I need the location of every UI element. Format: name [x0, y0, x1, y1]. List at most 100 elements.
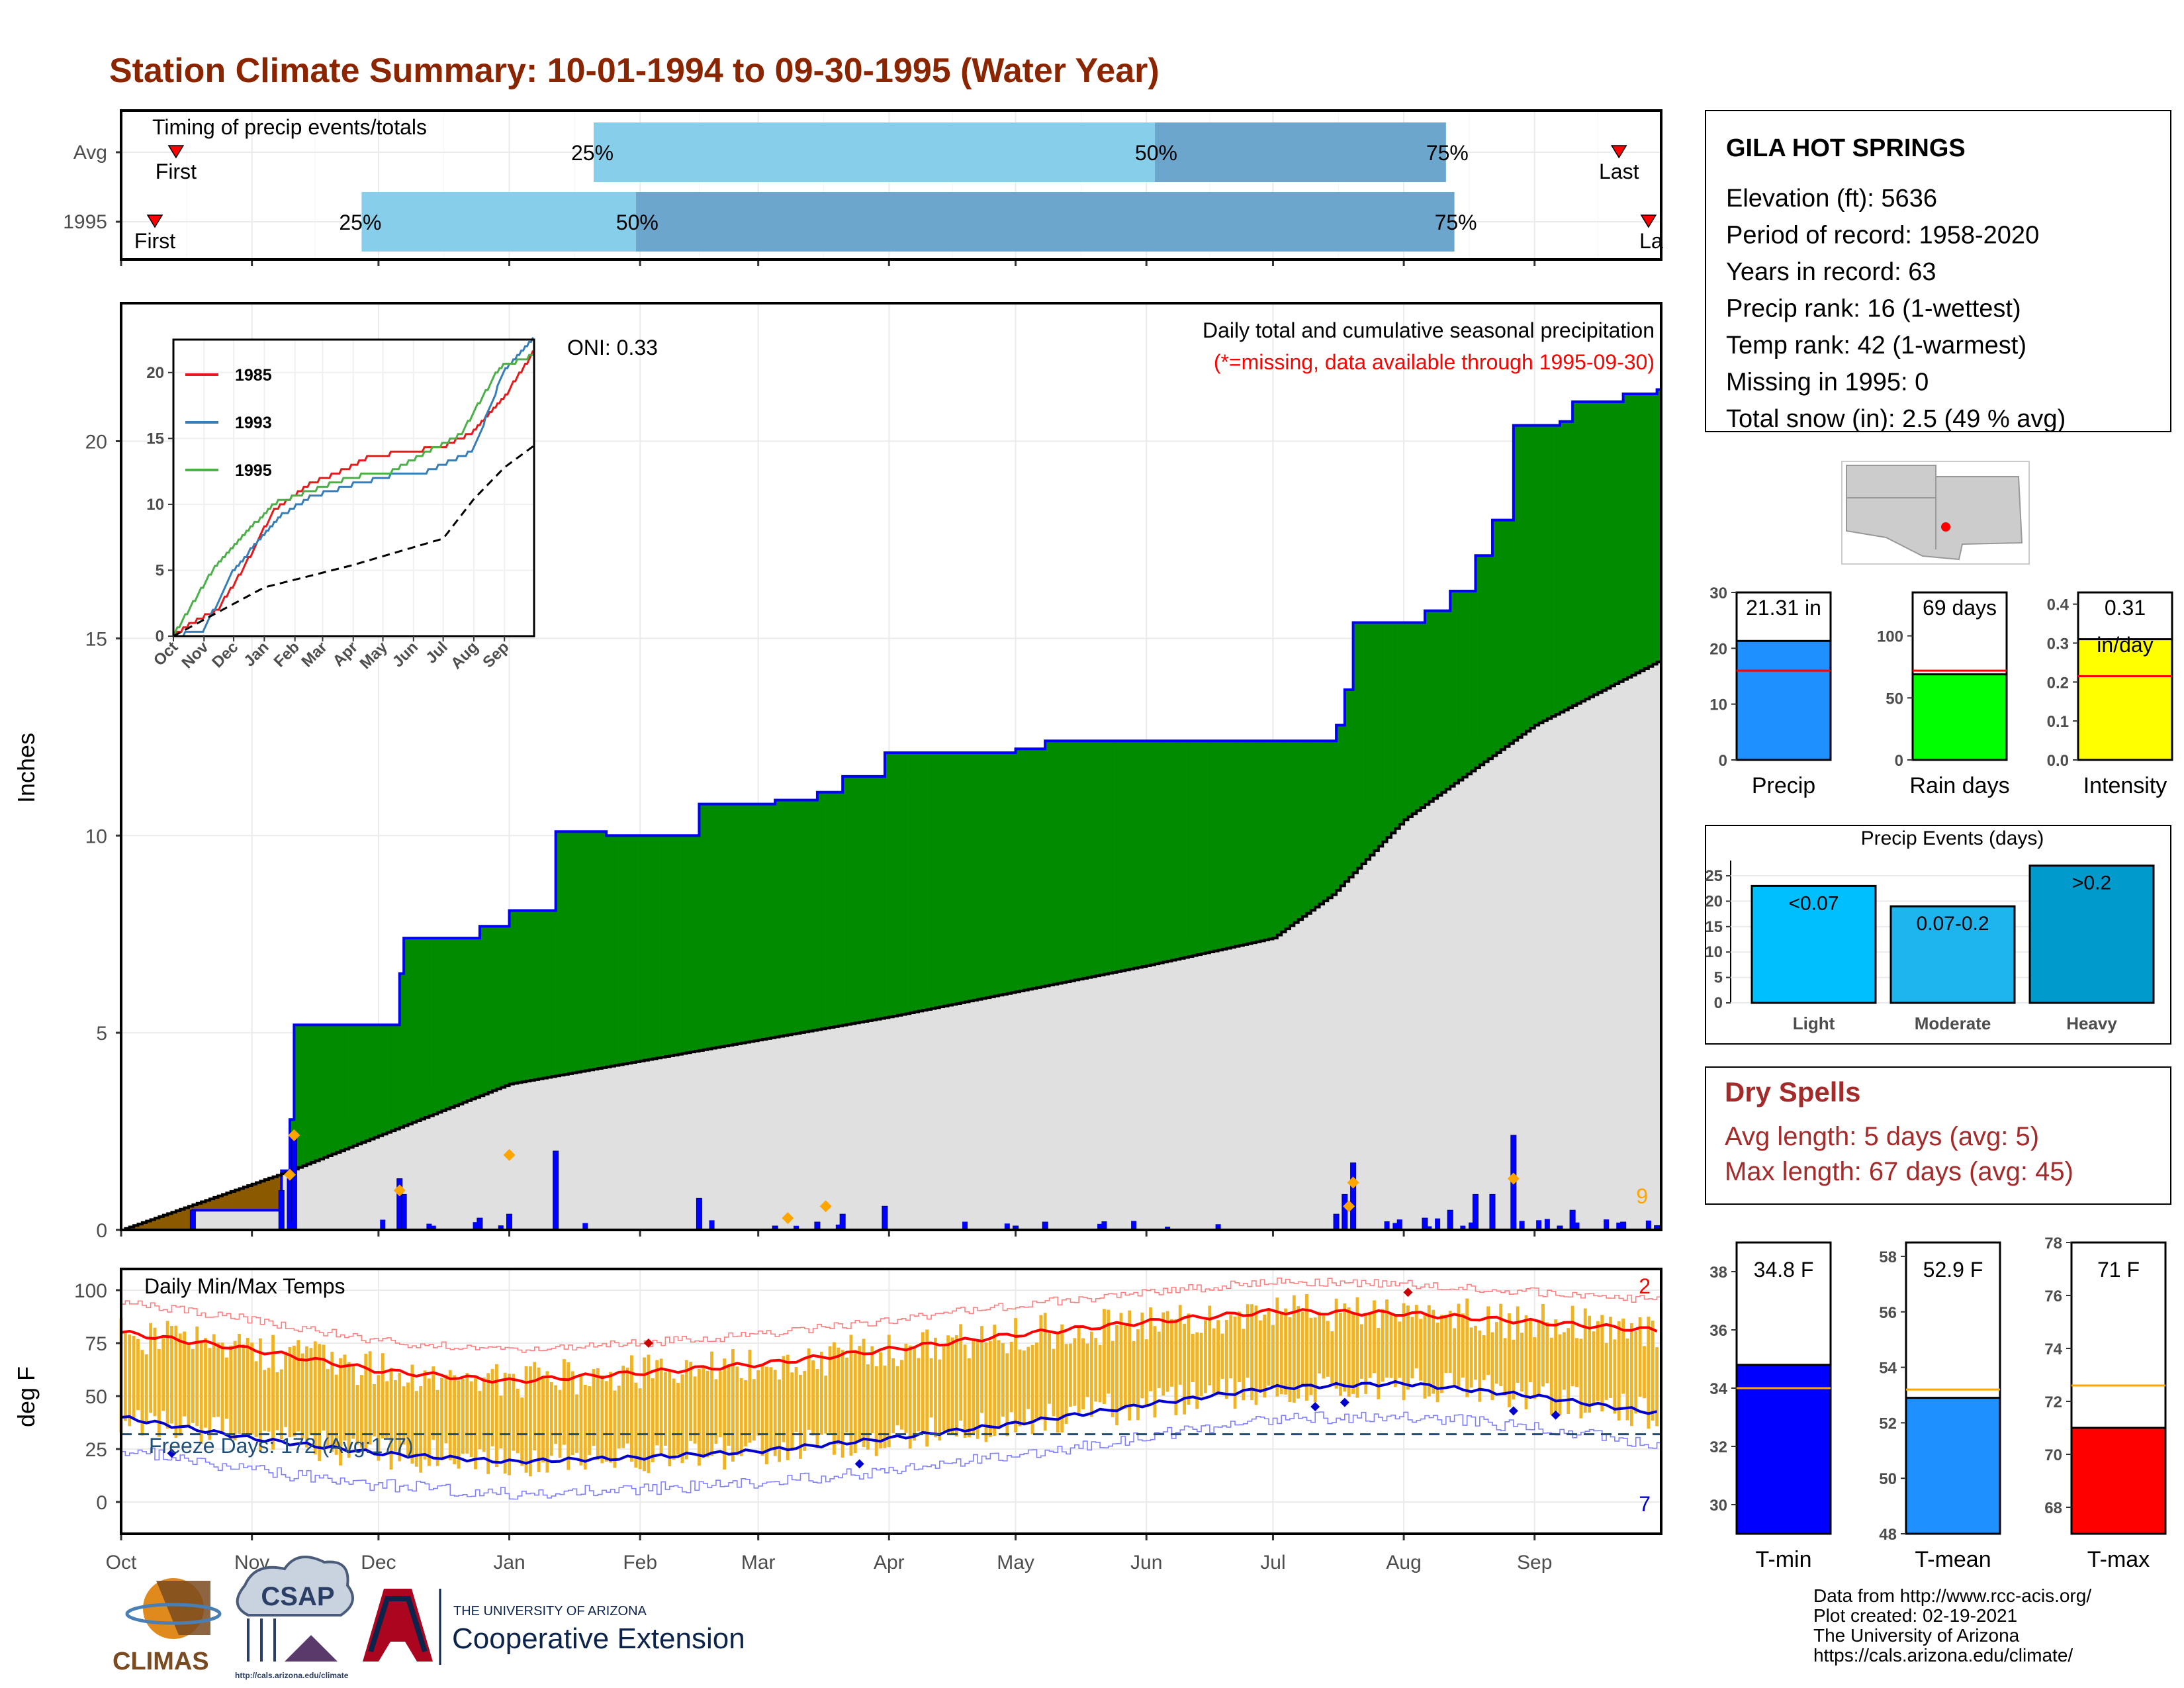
daily-precip-small-bar [1215, 1224, 1221, 1230]
heavy-event-marker [288, 1129, 300, 1142]
daily-temp-bar [1326, 1321, 1330, 1377]
daily-precip-bar [1447, 1209, 1453, 1231]
daily-temp-bar [457, 1380, 461, 1469]
month-label-Jul: Jul [1260, 1552, 1285, 1573]
station-detail-2: Years in record: 63 [1726, 258, 1936, 286]
daily-temp-bar [862, 1338, 866, 1448]
daily-temp-bar [680, 1374, 684, 1464]
daily-temp-bar [1161, 1312, 1165, 1396]
daily-temp-bar [1267, 1309, 1271, 1386]
page-title: Station Climate Summary: 10-01-1994 to 0… [109, 52, 1160, 90]
daily-temp-bar [1629, 1323, 1633, 1427]
daily-temp-bar [866, 1364, 870, 1450]
daily-temp-bar [849, 1335, 853, 1456]
temp-panel-frame [120, 1268, 1662, 1535]
record-high-marker [1403, 1288, 1413, 1297]
daily-temp-bar [604, 1381, 608, 1462]
station-details: Elevation (ft): 5636 Period of record: 19… [1726, 185, 2066, 433]
missing-note: (*=missing, data available through 1995-… [1214, 350, 1655, 374]
daily-precip-bar [1350, 1162, 1357, 1231]
temperature-bar-charts: 30 32 34 36 38 34.8 F T-min 48 50 52 54 56 58 52.9 F T… [1709, 1235, 2167, 1572]
daily-temp-bar [165, 1321, 169, 1429]
station-detail-0: Elevation (ft): 5636 [1726, 185, 1937, 212]
daily-temp-bar [435, 1389, 439, 1466]
daily-temp-bar [389, 1368, 393, 1470]
mini-chart-tick-label: 0 [1895, 752, 1903, 770]
climas-logo[interactable]: CLIMAS [113, 1578, 222, 1675]
mini-chart-bar [2077, 638, 2173, 761]
temp-chart-tick-label: 50 [1879, 1470, 1897, 1488]
daily-temp-bar [1638, 1317, 1642, 1397]
daily-temp-bar [1655, 1347, 1659, 1427]
daily-temp-bar [858, 1346, 862, 1440]
ua-logo[interactable]: THE UNIVERSITY OF ARIZONA Cooperative Ex… [363, 1589, 745, 1665]
temp-chart-tick-label: 48 [1879, 1526, 1897, 1544]
daily-temp-bar [292, 1345, 296, 1437]
daily-temp-bar [1246, 1304, 1250, 1378]
station-detail-4: Temp rank: 42 (1-warmest) [1726, 332, 2026, 359]
mini-chart-category-label: Precip [1752, 773, 1815, 798]
temp-chart-tick-label: 34 [1709, 1380, 1727, 1398]
daily-temp-bar [946, 1335, 950, 1433]
temp-chart-category-label: T-mean [1915, 1547, 1991, 1572]
daily-temp-bar [895, 1366, 899, 1426]
daily-temp-bar [1545, 1322, 1549, 1383]
temp-chart-tick-label: 52 [1879, 1415, 1897, 1432]
daily-temp-bar [334, 1374, 338, 1455]
daily-temp-bar [782, 1356, 786, 1442]
dry-title: Dry Spells [1725, 1076, 1860, 1107]
footer-credits: Data from http://www.rcc-acis.org/ Plot … [1813, 1585, 2091, 1665]
daily-temp-bar [1089, 1331, 1093, 1417]
events-category-heavy: Heavy [2066, 1013, 2117, 1033]
record-high-line [121, 1278, 1661, 1353]
daily-temp-bar [377, 1375, 381, 1461]
heavy-event-marker [819, 1200, 832, 1213]
daily-temp-bar [731, 1349, 735, 1462]
daily-temp-bar [592, 1369, 596, 1446]
daily-temp-bar [1533, 1336, 1537, 1399]
precip-count-label: 9 [1636, 1184, 1648, 1208]
daily-temp-bar [1018, 1349, 1022, 1427]
daily-temp-bar [499, 1395, 503, 1449]
daily-temp-bar [824, 1376, 828, 1434]
daily-temp-bar [1009, 1341, 1013, 1413]
daily-temp-bar [1490, 1332, 1494, 1401]
daily-temp-bar [1588, 1315, 1592, 1413]
daily-temp-bar [343, 1354, 347, 1441]
daily-temp-bar [453, 1375, 457, 1465]
daily-precip-small-bar [1510, 1221, 1516, 1230]
mini-chart-value-label: 21.31 in [1746, 596, 1821, 620]
daily-temp-bar [963, 1344, 967, 1438]
daily-temp-bar [748, 1349, 752, 1443]
timing-bar-50-75-1995 [635, 192, 1455, 252]
daily-temp-bar [1178, 1305, 1182, 1385]
station-detail-5: Missing in 1995: 0 [1726, 369, 1929, 397]
daily-temp-bar [596, 1368, 600, 1460]
daily-temp-bar [1212, 1328, 1216, 1393]
station-name: GILA HOT SPRINGS [1726, 134, 1966, 162]
daily-temp-bar [1427, 1305, 1431, 1397]
daily-precip-small-bar [430, 1225, 436, 1230]
daily-temp-bar [368, 1351, 372, 1445]
ua-small-text: THE UNIVERSITY OF ARIZONA [453, 1604, 647, 1618]
month-label-Mar: Mar [741, 1552, 776, 1573]
daily-temp-bar [1094, 1338, 1098, 1402]
heavy-event-marker [503, 1149, 516, 1161]
daily-precip-small-bar [840, 1219, 846, 1230]
daily-temp-bar [474, 1377, 477, 1470]
daily-temp-bar [1048, 1333, 1051, 1404]
csap-logo[interactable]: CSAP http://cals.arizona.edu/climate [235, 1556, 354, 1680]
average-cumulative-line [121, 661, 1661, 1231]
timing-p75-label-1995: 75% [1435, 211, 1477, 234]
heavy-event-marker [1347, 1176, 1359, 1189]
daily-temp-bar [739, 1378, 743, 1456]
daily-temp-bar [1098, 1344, 1102, 1403]
daily-temp-bar [1039, 1315, 1043, 1421]
daily-precip-small-bar [1645, 1220, 1651, 1230]
daily-temp-bar [288, 1347, 292, 1438]
daily-temp-bar [448, 1370, 452, 1461]
daily-temp-bar [512, 1374, 516, 1451]
events-tick-label-5: 5 [1714, 969, 1723, 987]
daily-temp-bar [326, 1369, 330, 1448]
daily-temp-bar [1570, 1305, 1574, 1387]
